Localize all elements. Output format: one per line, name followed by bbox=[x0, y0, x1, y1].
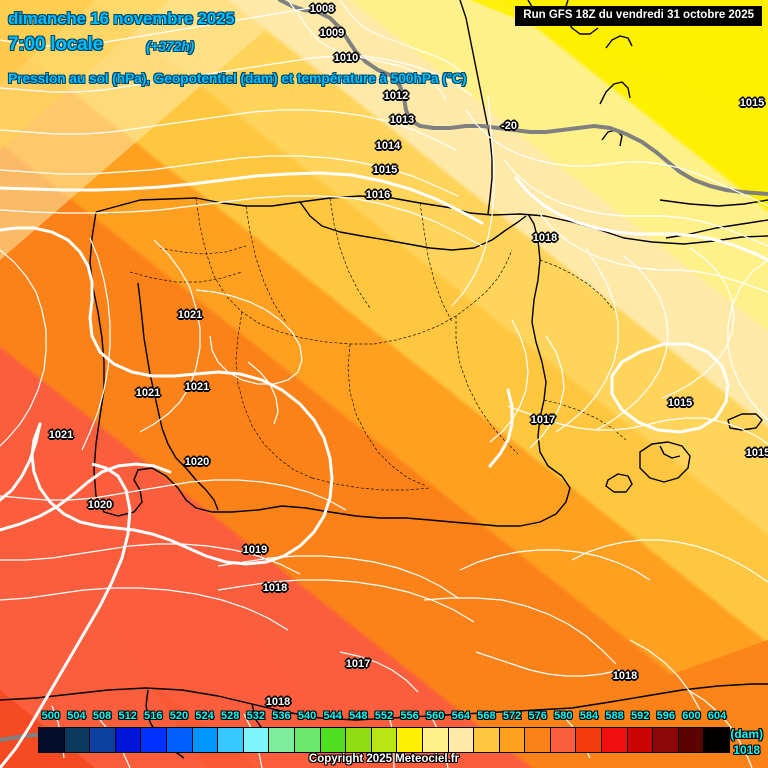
isobar-label: 1021 bbox=[135, 387, 161, 399]
colorbar-tick: 564 bbox=[451, 710, 470, 722]
colorbar-tick: 544 bbox=[323, 710, 342, 722]
isobar-label: 1018 bbox=[612, 670, 638, 682]
isobar-label: 1008 bbox=[309, 3, 335, 15]
colorbar-tick: 556 bbox=[400, 710, 419, 722]
colorbar-tick: 516 bbox=[144, 710, 163, 722]
colorbar-swatch[interactable] bbox=[525, 728, 551, 752]
colorbar-tick: 572 bbox=[502, 710, 522, 722]
colorbar-swatch[interactable] bbox=[653, 728, 679, 752]
isobar-label: 1015 bbox=[739, 97, 765, 109]
colorbar-legend: 500 504 508 512 516 520 524 528 532 536 540 544 548 5… bbox=[0, 705, 768, 768]
isobar-label: 1018 bbox=[262, 582, 288, 594]
forecast-hour: (+372h) bbox=[146, 38, 195, 55]
colorbar-tick: 528 bbox=[221, 710, 240, 722]
isobar-label: 1017 bbox=[530, 414, 556, 426]
isobar-label: 1010 bbox=[333, 52, 359, 64]
colorbar-tick: 596 bbox=[656, 710, 675, 722]
isobar-label: 1015 bbox=[372, 164, 398, 176]
colorbar-swatch[interactable] bbox=[320, 728, 347, 752]
forecast-time: 7:00 locale bbox=[8, 34, 104, 56]
forecast-parameters: Pression au sol (hPa), Geopotentiel (dam… bbox=[8, 70, 467, 87]
isobar-label: 1021 bbox=[177, 309, 203, 321]
colorbar-tick: 576 bbox=[528, 710, 547, 722]
colorbar-swatch[interactable] bbox=[346, 728, 372, 752]
colorbar-swatch[interactable] bbox=[704, 728, 730, 752]
colorbar-swatch[interactable] bbox=[269, 728, 295, 752]
colorbar-tick: 540 bbox=[297, 710, 317, 722]
isobar-label: 1014 bbox=[375, 140, 401, 152]
colorbar-swatch[interactable] bbox=[678, 728, 705, 752]
isobar-label: 1013 bbox=[389, 114, 415, 126]
colorbar-swatch[interactable] bbox=[474, 728, 500, 752]
colorbar-swatch[interactable] bbox=[218, 728, 244, 752]
colorbar-swatch[interactable] bbox=[422, 728, 449, 752]
colorbar-unit: (dam) 1018 bbox=[730, 727, 763, 757]
colorbar-tick: 504 bbox=[67, 710, 86, 722]
colorbar-swatch[interactable] bbox=[499, 728, 526, 752]
colorbar-tick: 552 bbox=[374, 710, 394, 722]
isobar-label: 1019 bbox=[242, 544, 268, 556]
temperature-contour-label: -20 bbox=[501, 120, 517, 132]
copyright-text: Copyright 2025 Meteociel.fr bbox=[308, 753, 460, 765]
isobar-label: 1009 bbox=[319, 27, 345, 39]
colorbar-tick: 580 bbox=[554, 710, 573, 722]
colorbar-tick: 588 bbox=[605, 710, 624, 722]
colorbar-tick: 532 bbox=[246, 710, 265, 722]
colorbar-swatch[interactable] bbox=[115, 728, 142, 752]
colorbar-unit-value: 1018 bbox=[733, 743, 761, 757]
colorbar-tick: 568 bbox=[477, 710, 496, 722]
colorbar-swatch[interactable] bbox=[371, 728, 398, 752]
isobar-label: 1018 bbox=[265, 696, 291, 708]
isobar-emphasis-sw bbox=[0, 462, 132, 768]
colorbar-unit-text: (dam) bbox=[730, 727, 763, 741]
isobar-label: 1021 bbox=[184, 381, 210, 393]
colorbar-tick: 536 bbox=[272, 710, 291, 722]
forecast-date: dimanche 16 novembre 2025 bbox=[8, 9, 236, 29]
colorbar-swatch[interactable] bbox=[243, 728, 270, 752]
colorbar-swatch[interactable] bbox=[550, 728, 577, 752]
colorbar-tick-labels: 500 504 508 512 516 520 524 528 532 536 540 544 548 5… bbox=[38, 708, 730, 724]
colorbar-swatch[interactable] bbox=[294, 728, 321, 752]
isobar-label: 1015 bbox=[667, 397, 693, 409]
colorbar-swatch[interactable] bbox=[192, 728, 219, 752]
colorbar-swatch[interactable] bbox=[64, 728, 91, 752]
colorbar-tick: 500 bbox=[41, 710, 60, 722]
colorbar-swatch[interactable] bbox=[141, 728, 167, 752]
isobar-label: 1020 bbox=[87, 499, 113, 511]
isobar-label: 1018 bbox=[532, 232, 558, 244]
isobar-emphasis-layer bbox=[0, 171, 768, 566]
model-run-badge: Run GFS 18Z du vendredi 31 octobre 2025 bbox=[515, 6, 762, 26]
colorbar-tick: 604 bbox=[707, 710, 727, 722]
colorbar-tick: 512 bbox=[118, 710, 137, 722]
colorbar-swatch[interactable] bbox=[627, 728, 654, 752]
colorbar-tick: 600 bbox=[682, 710, 701, 722]
colorbar-tick: 560 bbox=[426, 710, 445, 722]
colorbar-swatch[interactable] bbox=[397, 728, 423, 752]
colorbar-swatch[interactable] bbox=[166, 728, 193, 752]
isobar-label: 1020 bbox=[184, 456, 210, 468]
isobar-label: 1017 bbox=[345, 658, 371, 670]
colorbar-swatch[interactable] bbox=[448, 728, 475, 752]
colorbar-tick: 584 bbox=[579, 710, 599, 722]
isobar-label: 1012 bbox=[383, 90, 409, 102]
colorbar-tick: 524 bbox=[195, 710, 214, 722]
colorbar-swatch[interactable] bbox=[576, 728, 603, 752]
isobar-label: 1016 bbox=[365, 189, 391, 201]
isobar-label: 1021 bbox=[48, 429, 74, 441]
colorbar-tick: 592 bbox=[631, 710, 650, 722]
colorbar-tick: 520 bbox=[169, 710, 189, 722]
colorbar-swatches[interactable] bbox=[38, 727, 730, 753]
colorbar-tick: 508 bbox=[92, 710, 112, 722]
colorbar-swatch[interactable] bbox=[39, 728, 65, 752]
colorbar-swatch[interactable] bbox=[602, 728, 628, 752]
colorbar-swatch[interactable] bbox=[90, 728, 116, 752]
colorbar-tick: 548 bbox=[349, 710, 368, 722]
isobar-label: 1015 bbox=[745, 447, 768, 459]
